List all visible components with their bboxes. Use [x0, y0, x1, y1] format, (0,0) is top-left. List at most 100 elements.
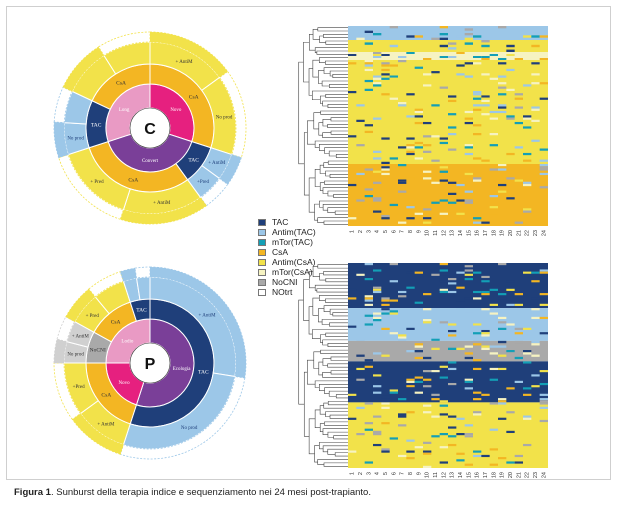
heatmap-cell [523, 152, 532, 156]
center-circle [129, 107, 171, 149]
heatmap-cell [414, 345, 423, 348]
heatmap-cell [423, 308, 432, 311]
heatmap-cell [423, 465, 432, 468]
heatmap-cell [539, 186, 548, 189]
dendrogram-link [308, 177, 316, 213]
heatmap-cell [539, 271, 548, 274]
heatmap-cell [473, 398, 482, 401]
heatmap-cell [348, 288, 357, 291]
heatmap-cell [423, 319, 432, 322]
heatmap-cell [414, 110, 423, 114]
heatmap-cell [423, 219, 432, 222]
heatmap-cell [423, 411, 432, 414]
heatmap-cell [398, 424, 407, 427]
heatmap-cell [414, 301, 423, 304]
dendrogram-link [322, 132, 348, 138]
dendrogram-link [319, 405, 326, 415]
heatmap-cell [356, 433, 365, 436]
heatmap-cell [381, 402, 390, 405]
heatmap-cell [523, 350, 532, 353]
heatmap-cell [464, 433, 473, 436]
dendrogram-link [327, 160, 348, 165]
heatmap-x-tick: 22 [525, 472, 531, 478]
heatmap-cell [389, 389, 398, 392]
dendrogram-link [329, 174, 348, 178]
heatmap-cell [464, 310, 473, 313]
heatmap-cell [431, 201, 440, 204]
heatmap-cell [406, 327, 415, 330]
heatmap-cell [406, 146, 415, 149]
heatmap-cell [414, 350, 423, 353]
heatmap-cell [364, 88, 373, 91]
heatmap-cell [531, 316, 540, 320]
heatmap-cell [381, 308, 390, 311]
dendrogram-link [317, 459, 348, 465]
heatmap-cell [464, 278, 473, 281]
heatmap-cell [431, 71, 440, 74]
dendrogram-link [303, 371, 310, 437]
outermost-ring-segment [219, 71, 247, 159]
dendrogram-link [325, 60, 348, 65]
heatmap-cell [481, 44, 490, 48]
heatmap-cell [414, 157, 423, 160]
heatmap-cell [539, 135, 548, 138]
heatmap-cell [373, 385, 382, 388]
heatmap-cell [539, 419, 548, 423]
heatmap-cell [356, 133, 365, 136]
heatmap-cell [473, 221, 482, 224]
heatmap-cell [356, 172, 365, 176]
heatmap-cell [539, 166, 548, 169]
heatmap-cell [398, 380, 407, 383]
center-label: C [144, 121, 156, 138]
heatmap-cell [523, 93, 532, 96]
heatmap-cell [381, 172, 390, 176]
heatmap-cell [348, 393, 357, 396]
heatmap-cell [448, 278, 457, 281]
heatmap-cell [439, 365, 448, 368]
heatmap-cell [439, 280, 448, 283]
heatmap-cell [364, 188, 373, 191]
dendrogram-link [318, 295, 348, 301]
heatmap-x-tick: 21 [516, 230, 522, 236]
heatmap-cell [439, 33, 448, 36]
dendrogram-link [322, 204, 348, 211]
heatmap-cell [381, 312, 390, 315]
dendrogram-link [318, 361, 323, 376]
heatmap-x-tick: 6 [391, 230, 397, 233]
heatmap-cell [381, 395, 390, 399]
heatmap-cell [373, 197, 382, 200]
middle-ring-label: TAC [198, 369, 209, 375]
heatmap-cell [523, 208, 532, 211]
heatmap-cell [539, 293, 548, 296]
heatmap-cell [406, 286, 415, 289]
heatmap-cell [439, 86, 448, 89]
heatmap-cell [389, 299, 398, 302]
heatmap-cell [348, 297, 357, 300]
heatmap-x-tick: 19 [500, 230, 506, 236]
heatmap-cell [423, 150, 432, 153]
heatmap-cell [506, 177, 515, 180]
heatmap-cell [539, 172, 548, 176]
heatmap-cell [439, 376, 448, 379]
heatmap-cell [498, 183, 507, 187]
dendrogram-link [328, 150, 348, 157]
dendrogram-link [335, 154, 348, 158]
heatmap-cell [423, 370, 432, 373]
heatmap-cell [481, 159, 490, 162]
heatmap-cell [498, 119, 507, 122]
heatmap-x-tick: 10 [425, 230, 431, 236]
heatmap-cell [431, 181, 440, 184]
heatmap-cell [448, 126, 457, 129]
heatmap-cell [364, 64, 373, 67]
dendrogram-link [322, 187, 348, 194]
heatmap-cell [373, 82, 382, 85]
heatmap-cell [373, 430, 382, 434]
dendrogram-link [327, 124, 348, 128]
heatmap-cell [439, 130, 448, 134]
heatmap-cell [448, 347, 457, 351]
heatmap-x-tick: 11 [433, 472, 439, 478]
heatmap-cell [498, 104, 507, 107]
heatmap-cell [348, 417, 357, 420]
heatmap-cell [364, 297, 373, 300]
